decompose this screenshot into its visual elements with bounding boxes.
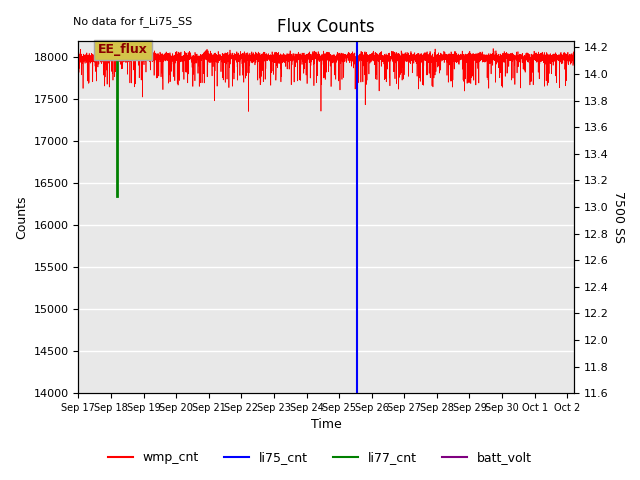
- Y-axis label: Counts: Counts: [15, 195, 28, 239]
- Legend: wmp_cnt, li75_cnt, li77_cnt, batt_volt: wmp_cnt, li75_cnt, li77_cnt, batt_volt: [103, 446, 537, 469]
- Text: No data for f_Li75_SS: No data for f_Li75_SS: [74, 16, 193, 26]
- Title: Flux Counts: Flux Counts: [277, 18, 375, 36]
- Y-axis label: 7500 SS: 7500 SS: [612, 191, 625, 243]
- Text: EE_flux: EE_flux: [98, 43, 148, 56]
- X-axis label: Time: Time: [310, 419, 342, 432]
